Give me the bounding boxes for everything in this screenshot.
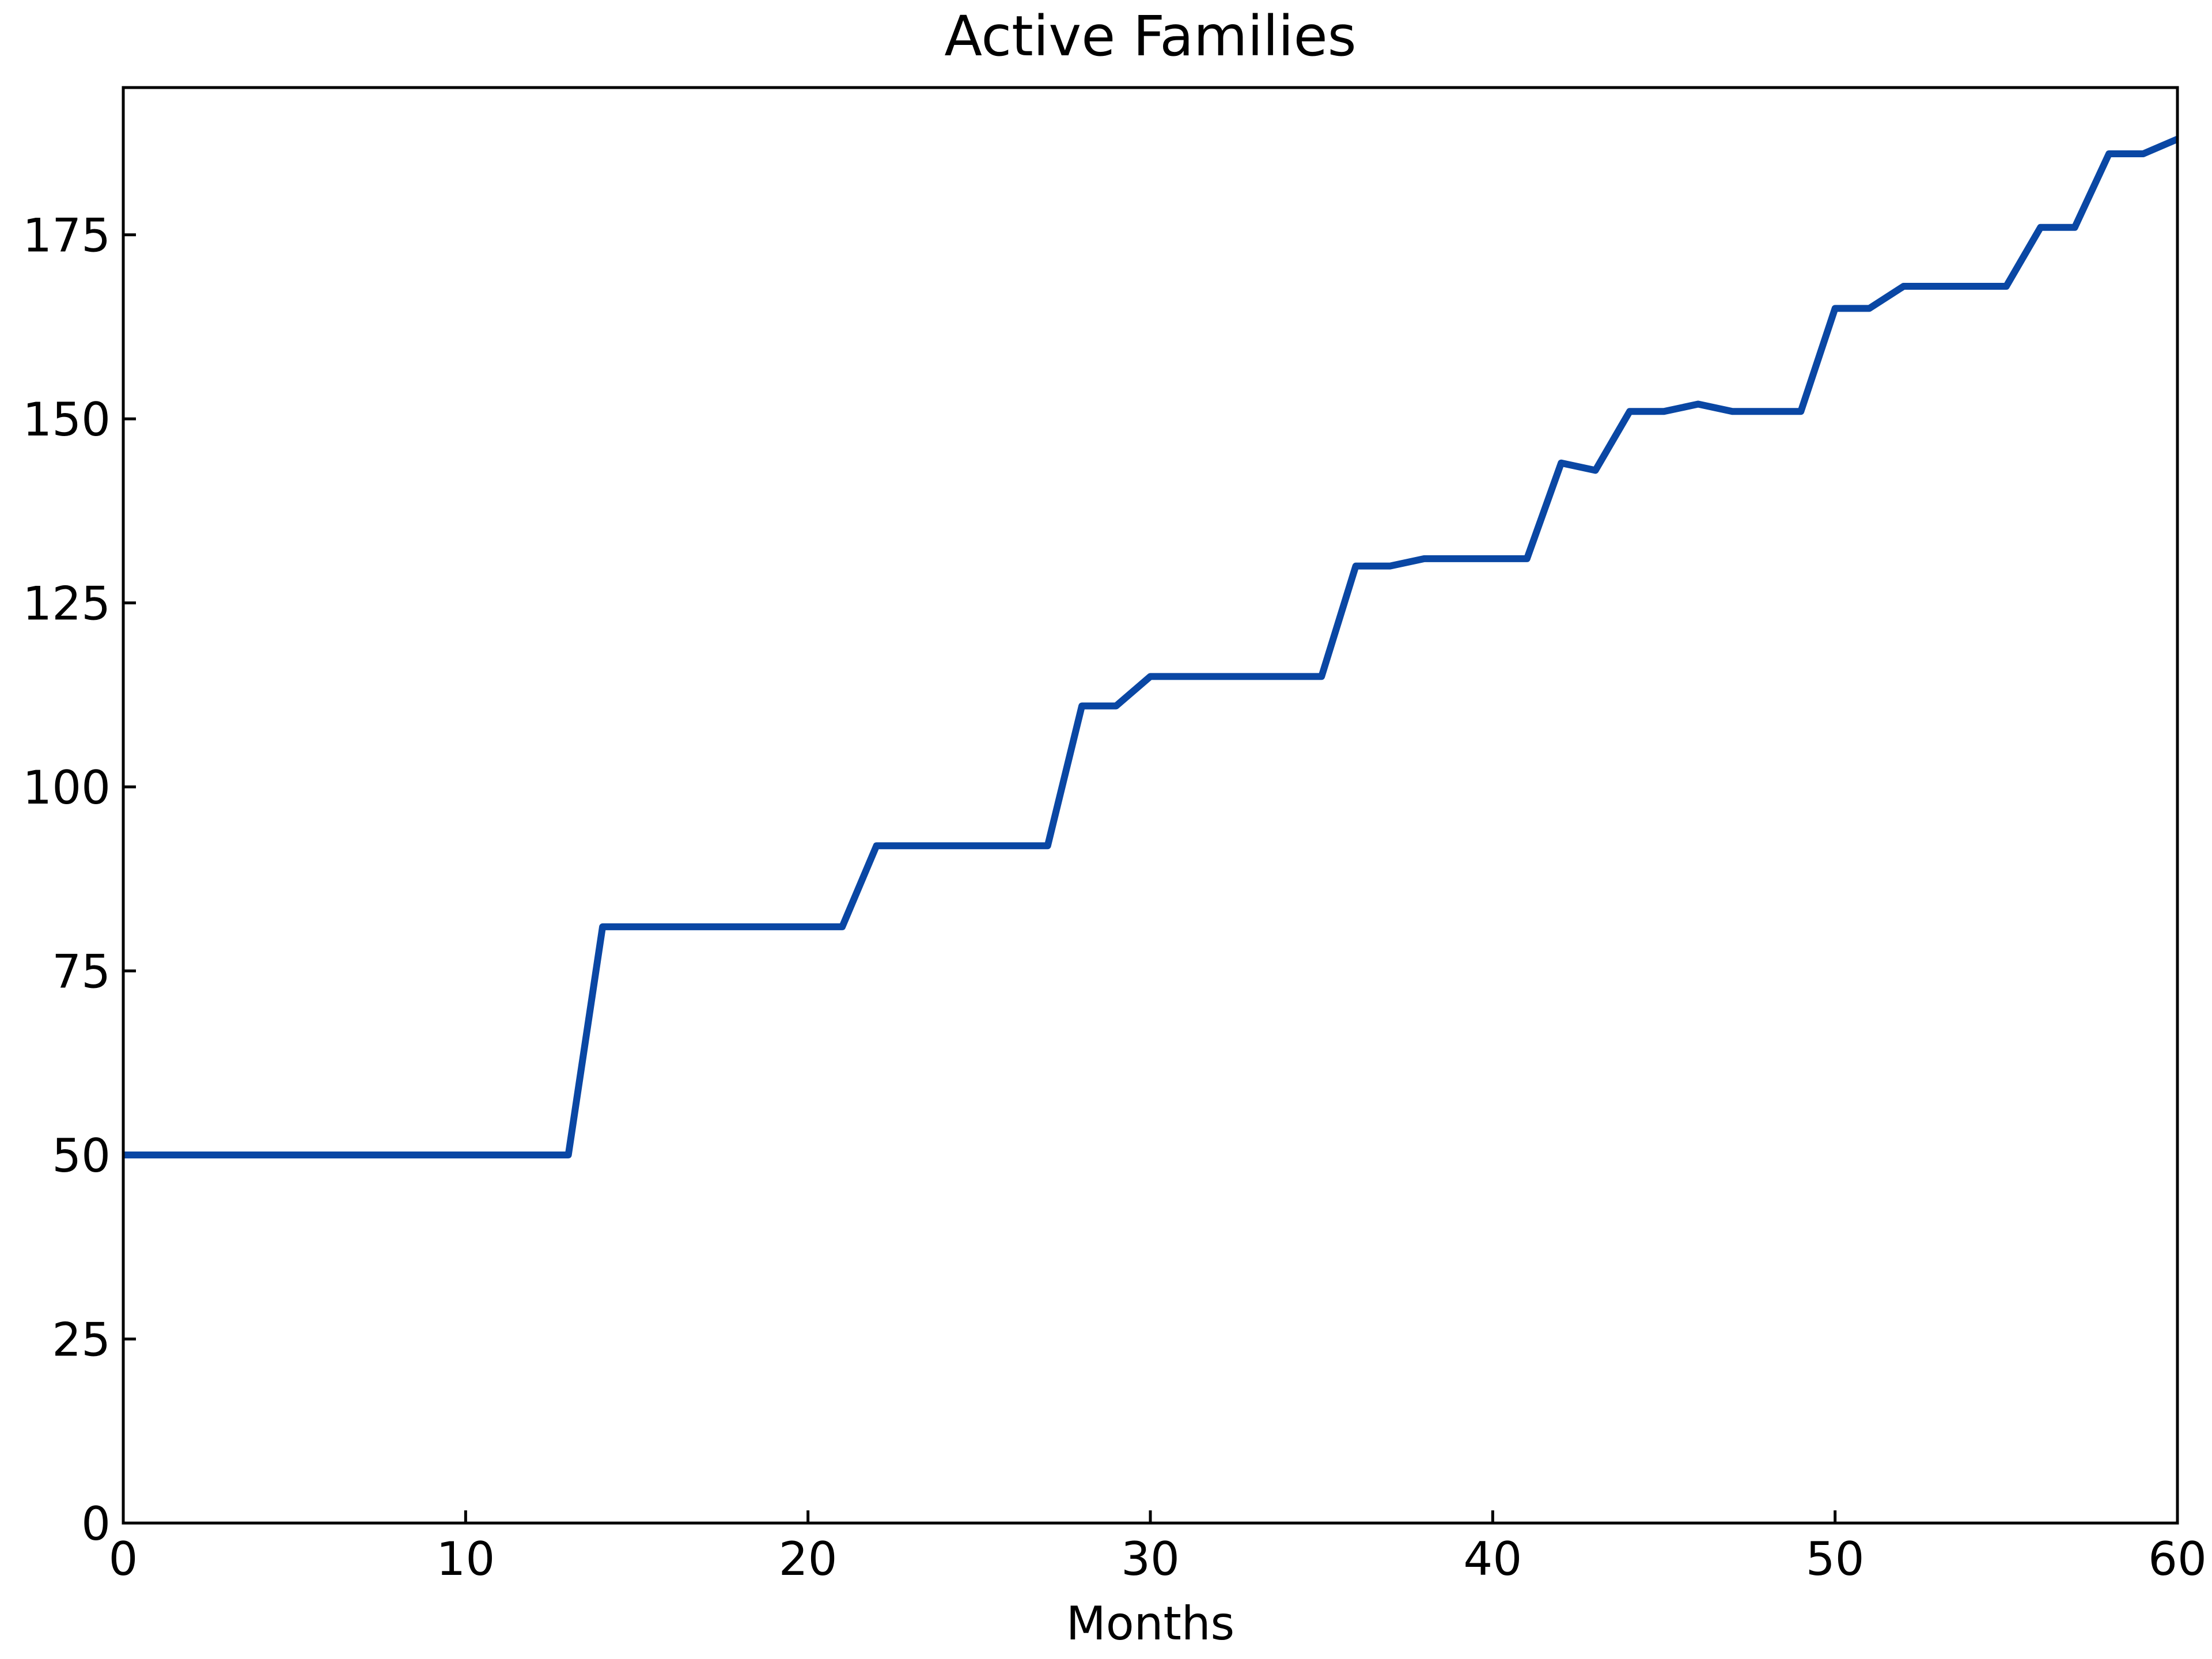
y-tick-label: 50 (52, 1129, 111, 1183)
y-tick-label: 100 (22, 761, 111, 815)
x-tick-label: 60 (2148, 1532, 2207, 1586)
chart-title: Active Families (944, 4, 1356, 69)
x-tick-label: 0 (109, 1532, 138, 1586)
x-tick-label: 50 (1806, 1532, 1865, 1586)
x-axis-ticks: 0 10 20 30 40 50 60 (109, 1510, 2207, 1586)
y-tick-label: 75 (52, 945, 111, 999)
x-tick-label: 20 (779, 1532, 838, 1586)
y-tick-label: 125 (22, 577, 111, 631)
series-line (123, 135, 2179, 1159)
x-tick-label: 30 (1121, 1532, 1180, 1586)
y-tick-label: 25 (52, 1313, 111, 1367)
x-tick-label: 10 (436, 1532, 495, 1586)
y-tick-label: 150 (22, 393, 111, 446)
y-tick-label: 0 (81, 1497, 111, 1551)
y-axis-ticks: 0 25 50 75 100 125 150 175 (22, 209, 136, 1551)
x-tick-label: 40 (1463, 1532, 1522, 1586)
plot-frame (122, 86, 2179, 1525)
y-tick-label: 175 (22, 209, 111, 263)
x-axis-label: Months (1066, 1597, 1234, 1650)
